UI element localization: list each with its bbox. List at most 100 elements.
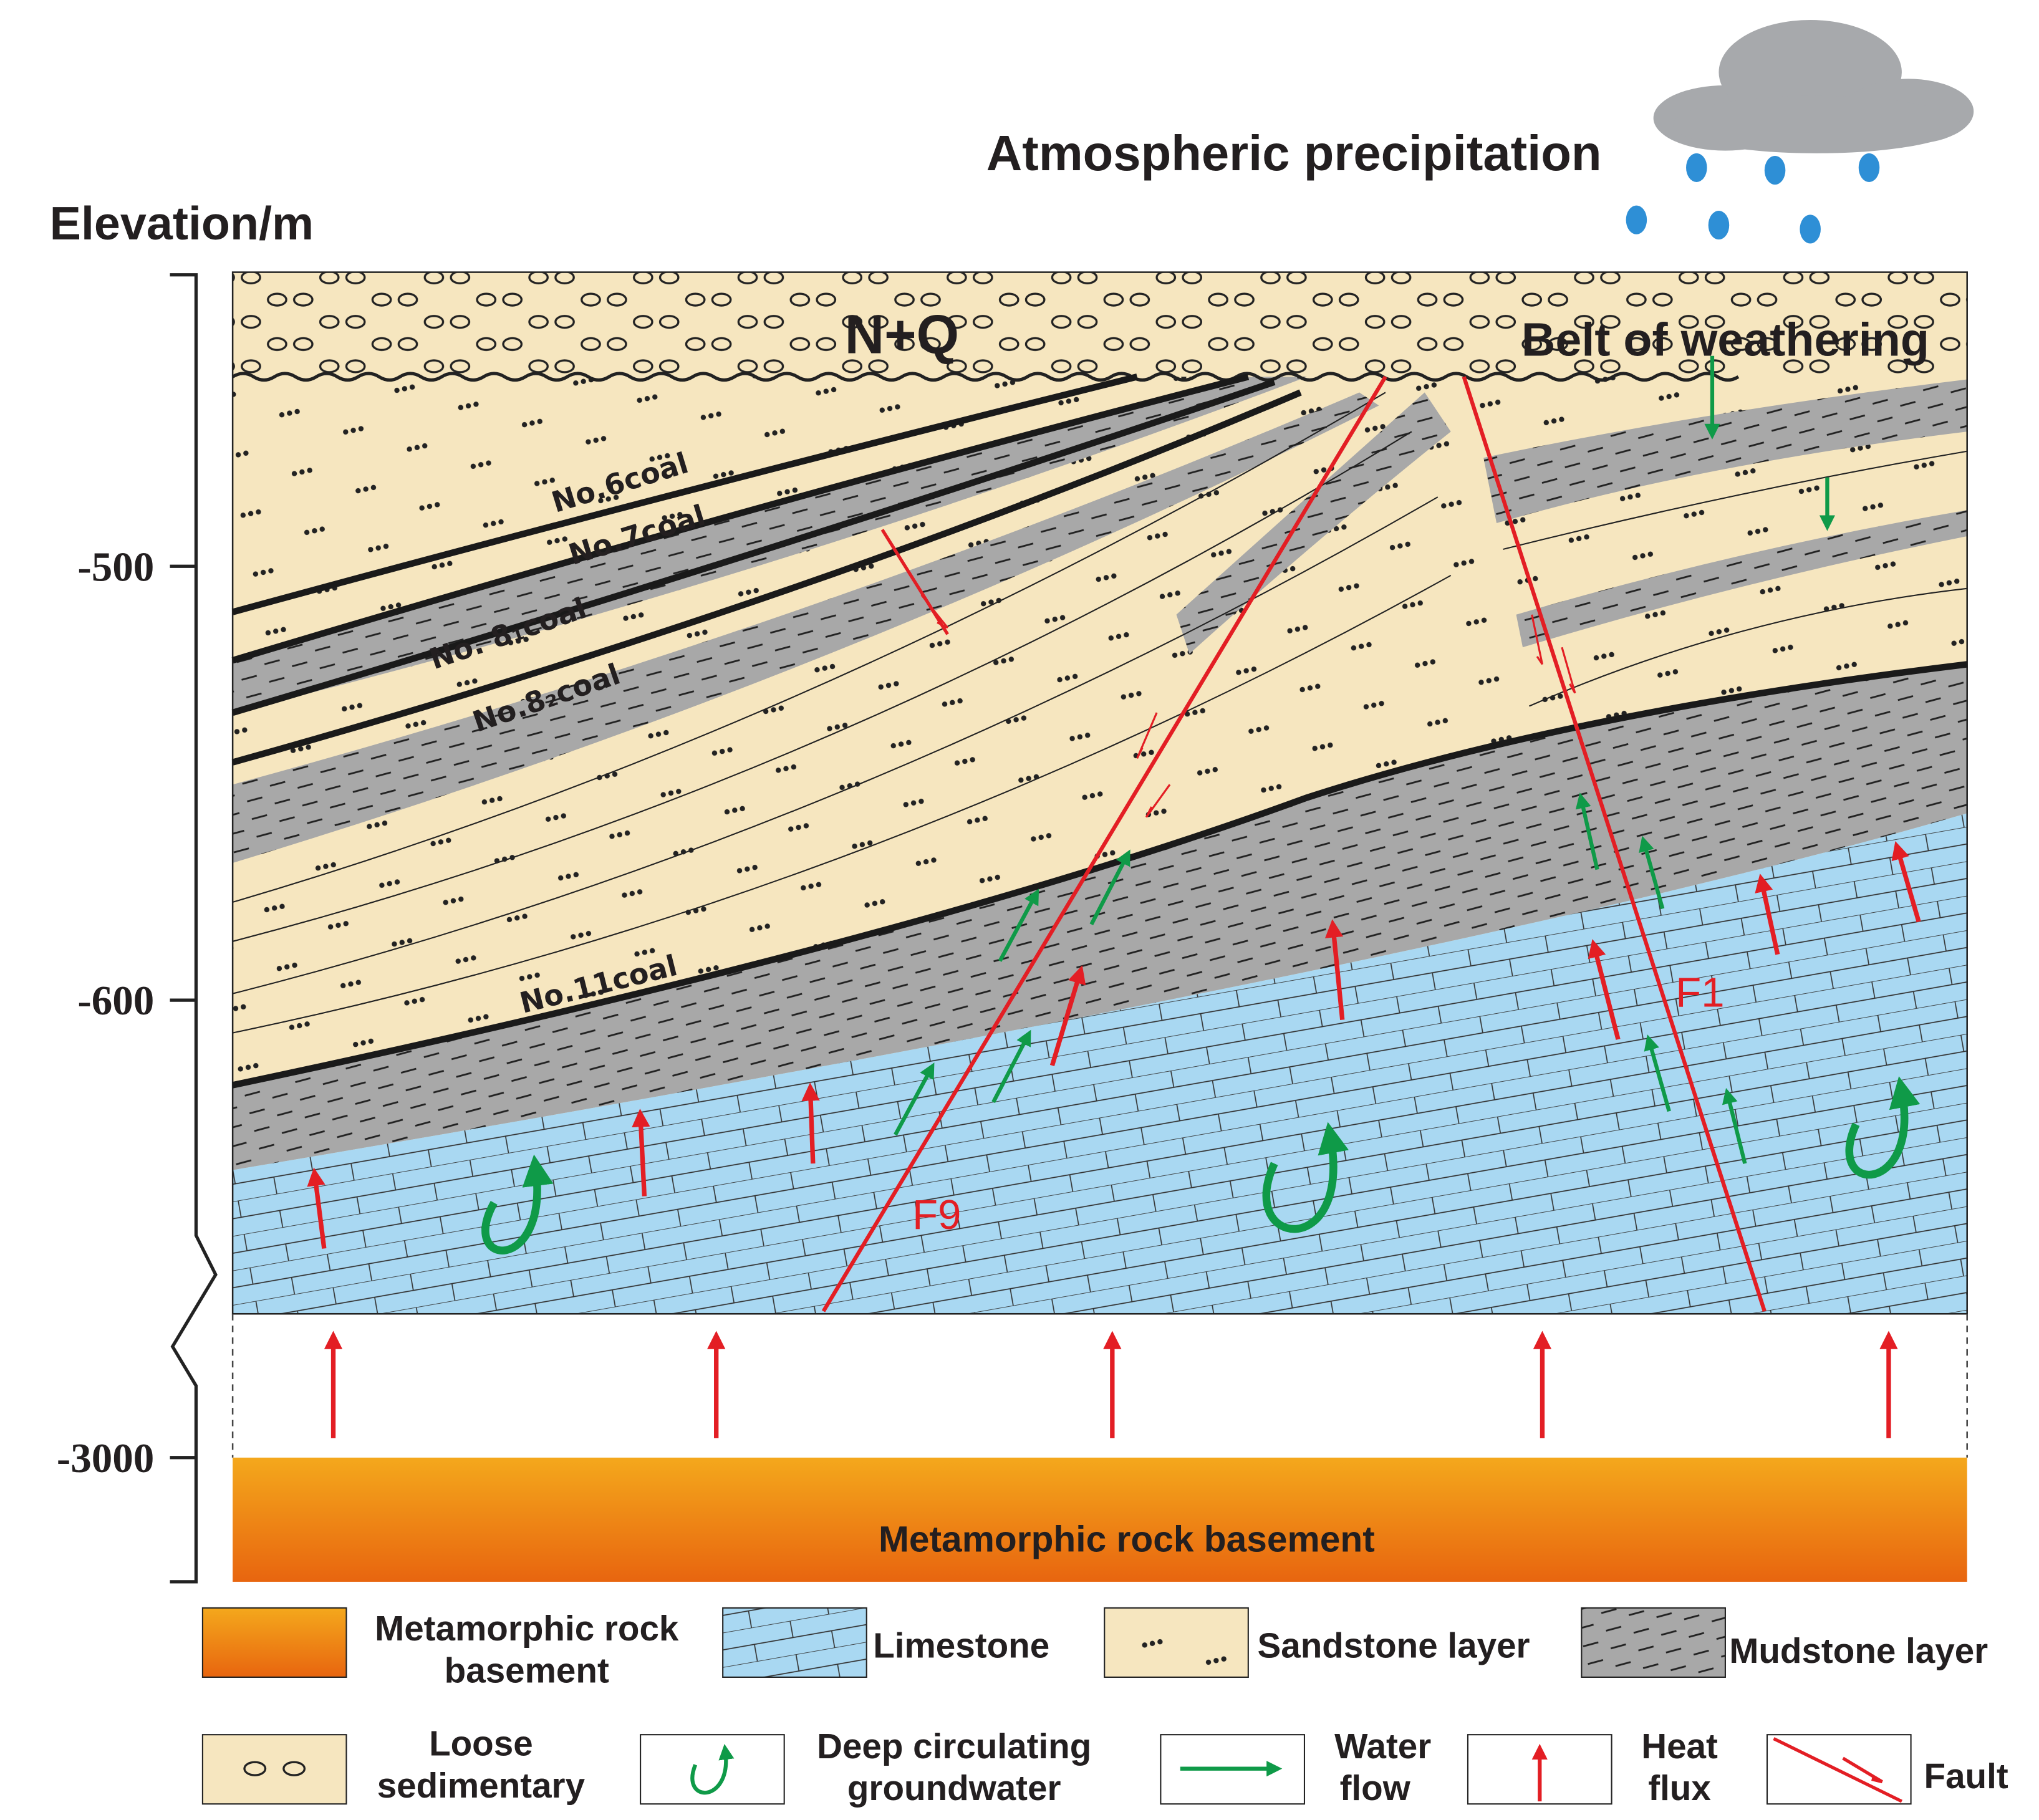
strata — [231, 271, 1968, 1315]
strata-part — [233, 813, 1967, 1314]
basement-gap — [231, 1314, 1968, 1458]
faults-part — [920, 594, 948, 629]
rain — [1626, 153, 1880, 244]
water-flow-arrows-part — [894, 1062, 935, 1136]
axis-bracket-part — [170, 564, 196, 1460]
legend-part — [690, 1743, 735, 1795]
strata-part-part — [232, 496, 1439, 994]
cloud — [1653, 20, 1974, 153]
rain-part — [1800, 214, 1821, 244]
title: Atmospheric precipitation — [986, 125, 1602, 181]
heat-flux-arrows-part — [801, 1082, 820, 1164]
heat-flux-arrows-part — [1891, 840, 1921, 923]
strata-part-part — [232, 392, 1386, 903]
strata-part-part — [232, 574, 1452, 1034]
strata-part — [231, 372, 1740, 382]
rain-part — [1858, 153, 1880, 182]
coal-seams-part — [231, 389, 1302, 766]
strata-part-part — [1503, 450, 1967, 550]
rain-part — [1708, 211, 1730, 240]
rain-part — [1626, 205, 1647, 234]
legend-part — [1104, 1607, 1249, 1678]
basement — [233, 1457, 1967, 1582]
strata-part — [233, 664, 1967, 1170]
legend-part: Heat flux — [1641, 1726, 1718, 1808]
legend-label: Fault — [1924, 1756, 2008, 1796]
axis-bracket — [170, 273, 218, 1584]
strata-part — [231, 271, 1968, 1315]
legend: Metamorphic rock basement Limestone Sands… — [201, 1607, 2008, 1808]
legend-part: Loose sedimentary — [377, 1724, 586, 1805]
legend-label: sedimentary — [377, 1766, 586, 1805]
water-flow-arrows-part — [1644, 1034, 1671, 1112]
legend-label: flux — [1648, 1768, 1711, 1808]
legend-part — [1581, 1607, 1726, 1678]
legend-label: basement — [445, 1650, 609, 1690]
water-flow-arrows-part — [1089, 849, 1130, 926]
legend-label: Metamorphic rock — [375, 1609, 679, 1648]
legend-part — [282, 1761, 306, 1776]
strata-part — [1483, 379, 1967, 524]
strata-part-part — [232, 431, 1412, 942]
legend-part — [1773, 1737, 1903, 1803]
heat-flux-arrows-part — [1324, 919, 1345, 1020]
heat-flux-arrows-part — [1755, 874, 1780, 955]
legend-part: Water flow — [1334, 1726, 1431, 1808]
deep-circulation — [481, 1076, 1921, 1254]
faults-part — [1136, 712, 1171, 818]
coal-seams-part — [231, 373, 1138, 615]
legend-label: Loose — [429, 1724, 533, 1763]
strata-part-part — [1529, 587, 1967, 707]
axis-bracket-part — [170, 273, 218, 1584]
fault-label: F9 — [912, 1192, 961, 1238]
legend-part — [722, 1607, 867, 1678]
deep-circulation-part — [481, 1154, 554, 1254]
tick-label: -600 — [77, 977, 154, 1024]
deep-circulation-part — [1845, 1076, 1921, 1179]
faults-part — [1462, 376, 1767, 1312]
strata-part — [233, 392, 1379, 864]
legend-label: Sandstone layer — [1258, 1626, 1530, 1665]
legend-part — [640, 1734, 785, 1805]
faults-part — [880, 529, 949, 635]
rain-part — [1764, 156, 1786, 185]
strata-part — [233, 272, 1967, 377]
rain-part — [1686, 153, 1707, 182]
fault-label: F1 — [1675, 970, 1724, 1016]
coal-seams — [231, 373, 1968, 1089]
strata-part — [1516, 510, 1967, 648]
legend-part — [201, 1734, 347, 1805]
weathering-label: Belt of weathering — [1521, 314, 1929, 366]
heat-flux-arrows-part — [307, 1167, 327, 1249]
water-flow-arrows — [894, 355, 1835, 1164]
legend-part — [243, 1761, 267, 1776]
tick-label: -500 — [77, 543, 154, 590]
legend-label: Water — [1334, 1726, 1431, 1766]
faults-part — [821, 375, 1387, 1312]
coal-seams-part — [231, 378, 1276, 716]
water-flow-arrows-part — [1639, 835, 1665, 910]
faults-part — [1531, 614, 1576, 694]
coal-seams-part — [232, 661, 1968, 1089]
cover-label: N+Q — [845, 304, 959, 365]
legend-label: Heat — [1641, 1726, 1718, 1766]
legend-part: Deep circulating groundwater — [817, 1726, 1091, 1808]
heat-flux-arrows-part — [1049, 965, 1086, 1066]
heat-flux-arrows — [307, 840, 1921, 1438]
water-flow-arrows-part — [1575, 792, 1599, 870]
coal-seams-part — [231, 373, 1250, 664]
faults — [821, 375, 1767, 1312]
axis-label: Elevation/m — [50, 197, 314, 249]
legend-label: groundwater — [847, 1768, 1061, 1808]
water-flow-arrows-part — [991, 1029, 1031, 1104]
water-flow-arrows-part — [1722, 1087, 1747, 1164]
legend-label: flow — [1340, 1768, 1411, 1808]
basement-gap-part — [231, 1314, 1968, 1458]
tick-label: -3000 — [57, 1435, 154, 1481]
strata-part — [232, 392, 1967, 1034]
legend-part: Metamorphic rock basement — [375, 1609, 679, 1690]
deep-circulation-part — [1262, 1122, 1349, 1233]
